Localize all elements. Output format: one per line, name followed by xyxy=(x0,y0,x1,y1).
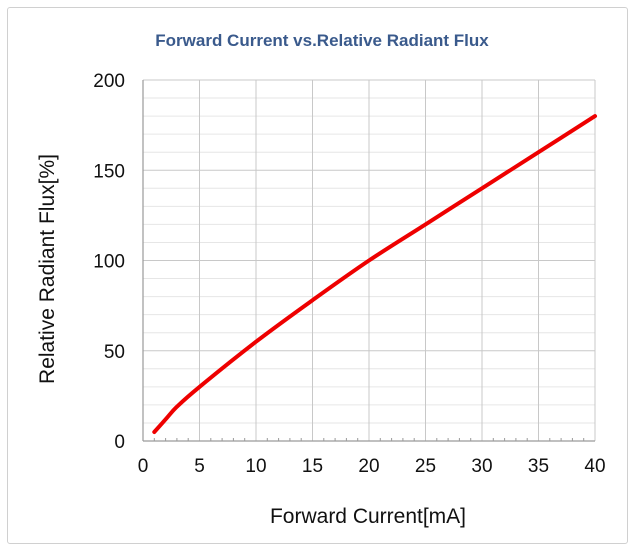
y-tick-label: 100 xyxy=(93,252,125,273)
axis-ticks: 0 50 100 150 200 0 5 10 15 20 25 30 35 40 xyxy=(93,71,605,477)
x-tick-label: 5 xyxy=(194,456,205,477)
y-axis-label: Relative Radiant Flux[%] xyxy=(36,154,59,384)
x-tick-label: 15 xyxy=(302,456,323,477)
series-line xyxy=(152,114,597,434)
y-tick-label: 50 xyxy=(104,342,125,363)
y-tick-label: 150 xyxy=(93,161,125,182)
y-tick-label: 0 xyxy=(114,432,125,453)
chart-title: Forward Current vs.Relative Radiant Flux xyxy=(155,31,489,50)
y-tick-label: 200 xyxy=(93,71,125,92)
x-tick-label: 30 xyxy=(471,456,492,477)
x-tick-label: 35 xyxy=(528,456,549,477)
x-tick-label: 10 xyxy=(245,456,266,477)
x-tick-label: 20 xyxy=(358,456,379,477)
x-tick-label: 25 xyxy=(415,456,436,477)
x-tick-label: 0 xyxy=(138,456,149,477)
x-tick-label: 40 xyxy=(584,456,605,477)
x-axis-label: Forward Current[mA] xyxy=(270,505,466,528)
series-group xyxy=(152,114,597,434)
